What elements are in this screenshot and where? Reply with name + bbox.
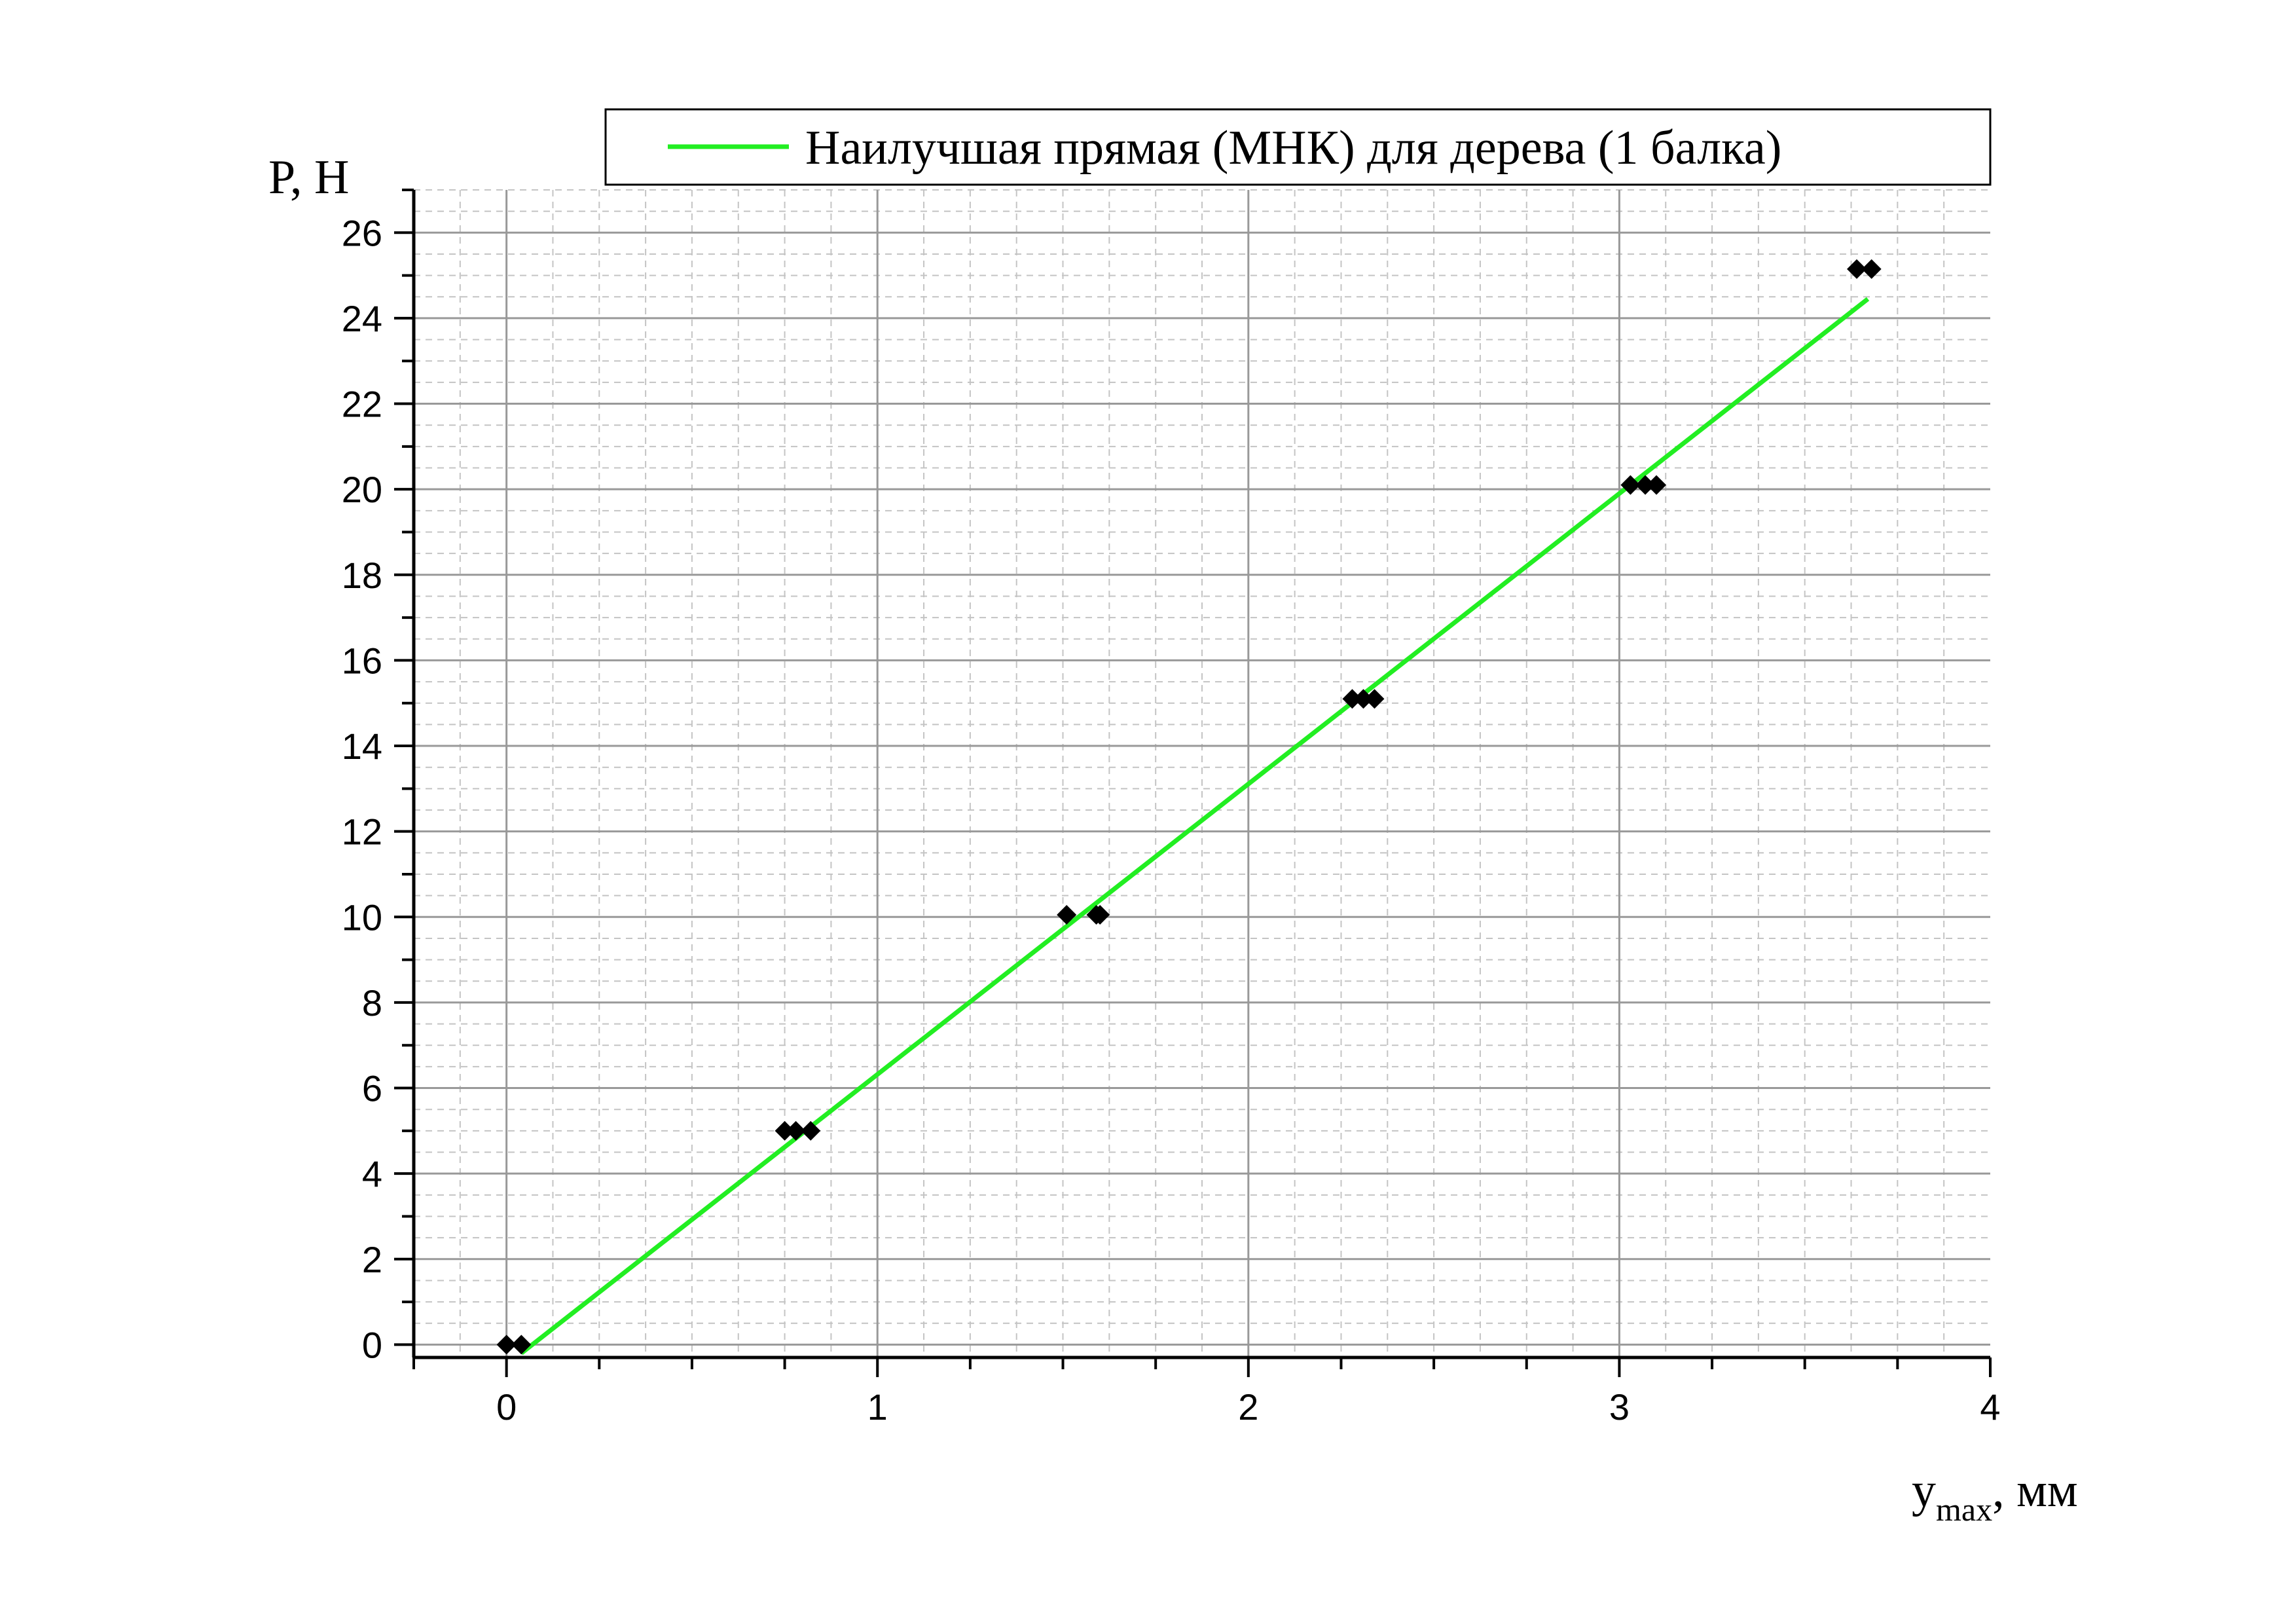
data-point bbox=[1353, 689, 1374, 709]
y-tick-label: 18 bbox=[342, 555, 382, 596]
y-axis-title: P, Н bbox=[268, 151, 349, 204]
y-tick-label: 16 bbox=[342, 640, 382, 681]
data-point bbox=[1847, 259, 1867, 279]
y-tick-label: 26 bbox=[342, 212, 382, 253]
data-point bbox=[1364, 689, 1385, 709]
axes bbox=[412, 190, 1990, 1359]
data-point bbox=[774, 1120, 795, 1141]
y-tick-label: 24 bbox=[342, 298, 382, 339]
data-point bbox=[1342, 689, 1362, 709]
data-point bbox=[1090, 905, 1110, 925]
y-tick-label: 20 bbox=[342, 469, 382, 510]
data-point bbox=[1057, 905, 1077, 925]
legend: Наилучшая прямая (МНК) для дерева (1 бал… bbox=[604, 108, 1992, 186]
major-grid bbox=[414, 190, 1990, 1357]
data-point bbox=[1635, 475, 1656, 495]
minor-grid bbox=[413, 189, 1990, 1357]
x-axis-title-main: y bbox=[1912, 1464, 1936, 1517]
data-point bbox=[1861, 259, 1882, 279]
data-point bbox=[801, 1120, 821, 1141]
y-tick-label: 8 bbox=[362, 982, 382, 1024]
x-axis-title-sub: max bbox=[1936, 1491, 1992, 1528]
x-tick-label: 1 bbox=[867, 1386, 888, 1428]
x-tick-label: 2 bbox=[1238, 1386, 1258, 1428]
y-tick-label: 4 bbox=[362, 1153, 382, 1194]
y-tick-label: 14 bbox=[342, 726, 382, 767]
legend-label: Наилучшая прямая (МНК) для дерева (1 бал… bbox=[805, 121, 1781, 175]
data-points bbox=[496, 259, 1882, 1355]
data-point bbox=[496, 1335, 517, 1355]
y-tick-label: 2 bbox=[362, 1239, 382, 1280]
x-tick-label: 0 bbox=[496, 1386, 517, 1428]
legend-box bbox=[604, 108, 1992, 186]
y-tick-label: 10 bbox=[342, 896, 382, 938]
x-axis-title: ymax, мм bbox=[1912, 1464, 2078, 1528]
y-tick-label: 6 bbox=[362, 1068, 382, 1109]
x-axis-title-suffix: , мм bbox=[1992, 1464, 2078, 1517]
x-tick-label: 4 bbox=[1980, 1386, 2000, 1428]
data-point bbox=[1647, 475, 1667, 495]
fit-line-layer bbox=[520, 297, 1870, 1356]
data-point bbox=[1620, 475, 1641, 495]
data-point bbox=[511, 1335, 532, 1355]
y-tick-label: 12 bbox=[342, 811, 382, 853]
axis-ticks bbox=[394, 189, 1992, 1377]
y-tick-label: 0 bbox=[362, 1324, 382, 1365]
x-tick-label: 3 bbox=[1609, 1386, 1630, 1428]
y-tick-label: 22 bbox=[342, 384, 382, 425]
data-point bbox=[786, 1120, 806, 1141]
fit-line bbox=[520, 297, 1870, 1356]
